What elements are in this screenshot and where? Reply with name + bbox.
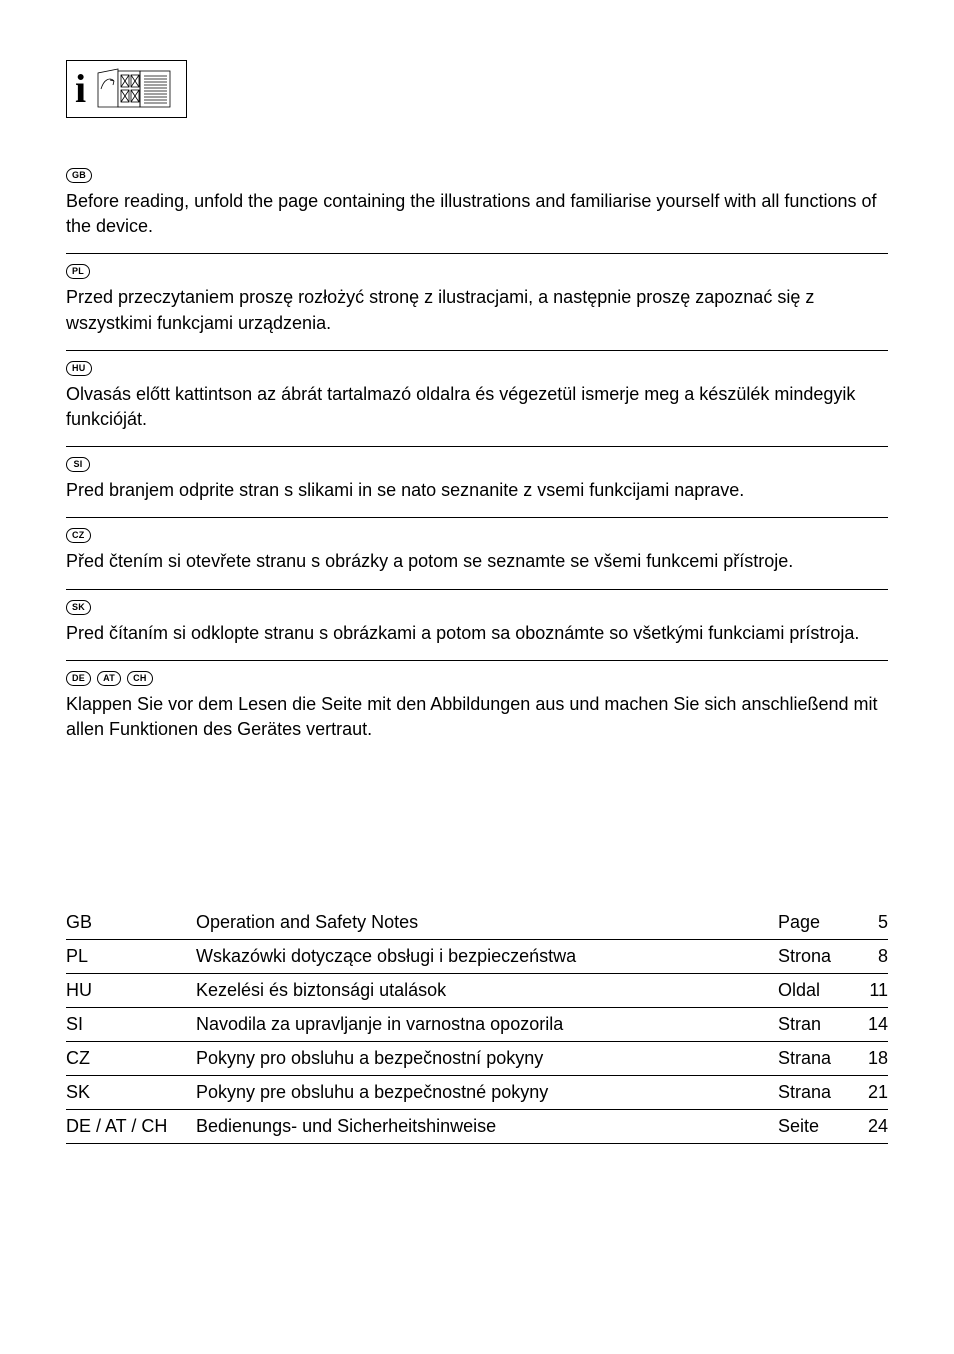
- lang-badges: HU: [66, 361, 888, 376]
- country-badge: PL: [66, 264, 90, 279]
- toc-lang-code: GB: [66, 912, 196, 933]
- lang-section-gb: GB Before reading, unfold the page conta…: [66, 156, 888, 253]
- lang-section-sk: SK Pred čítaním si odklopte stranu s obr…: [66, 589, 888, 660]
- toc-lang-code: CZ: [66, 1048, 196, 1069]
- lang-section-pl: PL Przed przeczytaniem proszę rozłożyć s…: [66, 253, 888, 349]
- info-foldout-icon: i: [66, 60, 187, 118]
- toc-row: PL Wskazówki dotyczące obsługi i bezpiec…: [66, 940, 888, 974]
- country-badge: CH: [127, 671, 153, 686]
- toc-title: Navodila za upravljanje in varnostna opo…: [196, 1014, 778, 1035]
- lang-section-cz: CZ Před čtením si otevřete stranu s obrá…: [66, 517, 888, 588]
- toc-page-number: 21: [848, 1082, 888, 1103]
- toc-lang-code: SI: [66, 1014, 196, 1035]
- toc-title: Kezelési és biztonsági utalások: [196, 980, 778, 1001]
- country-badge: DE: [66, 671, 91, 686]
- lang-badges: SK: [66, 600, 888, 615]
- foldout-booklet-icon: [96, 67, 176, 111]
- toc-page-number: 5: [848, 912, 888, 933]
- lang-badges: CZ: [66, 528, 888, 543]
- instruction-text: Przed przeczytaniem proszę rozłożyć stro…: [66, 285, 888, 335]
- table-of-contents: GB Operation and Safety Notes Page 5 PL …: [66, 906, 888, 1144]
- toc-page-number: 11: [848, 980, 888, 1001]
- toc-page-label: Oldal: [778, 980, 848, 1001]
- toc-page-label: Stran: [778, 1014, 848, 1035]
- toc-page-label: Strona: [778, 946, 848, 967]
- toc-row: SI Navodila za upravljanje in varnostna …: [66, 1008, 888, 1042]
- country-badge: HU: [66, 361, 92, 376]
- toc-lang-code: DE / AT / CH: [66, 1116, 196, 1137]
- toc-row: GB Operation and Safety Notes Page 5: [66, 906, 888, 940]
- toc-page-number: 18: [848, 1048, 888, 1069]
- country-badge: SK: [66, 600, 91, 615]
- toc-page-label: Page: [778, 912, 848, 933]
- country-badge: GB: [66, 168, 92, 183]
- instruction-text: Before reading, unfold the page containi…: [66, 189, 888, 239]
- language-instruction-list: GB Before reading, unfold the page conta…: [66, 156, 888, 756]
- toc-page-label: Strana: [778, 1082, 848, 1103]
- instruction-text: Klappen Sie vor dem Lesen die Seite mit …: [66, 692, 888, 742]
- toc-title: Operation and Safety Notes: [196, 912, 778, 933]
- toc-lang-code: PL: [66, 946, 196, 967]
- toc-page-label: Seite: [778, 1116, 848, 1137]
- lang-section-de-at-ch: DE AT CH Klappen Sie vor dem Lesen die S…: [66, 660, 888, 756]
- manual-page: i: [0, 0, 954, 1204]
- lang-badges: SI: [66, 457, 888, 472]
- toc-title: Bedienungs- und Sicherheitshinweise: [196, 1116, 778, 1137]
- toc-title: Wskazówki dotyczące obsługi i bezpieczeń…: [196, 946, 778, 967]
- country-badge: CZ: [66, 528, 91, 543]
- toc-page-number: 8: [848, 946, 888, 967]
- toc-title: Pokyny pro obsluhu a bezpečnostní pokyny: [196, 1048, 778, 1069]
- country-badge: SI: [66, 457, 90, 472]
- lang-badges: PL: [66, 264, 888, 279]
- toc-page-number: 14: [848, 1014, 888, 1035]
- toc-row: SK Pokyny pre obsluhu a bezpečnostné pok…: [66, 1076, 888, 1110]
- lang-section-hu: HU Olvasás előtt kattintson az ábrát tar…: [66, 350, 888, 446]
- toc-lang-code: SK: [66, 1082, 196, 1103]
- toc-lang-code: HU: [66, 980, 196, 1001]
- instruction-text: Pred čítaním si odklopte stranu s obrázk…: [66, 621, 888, 646]
- country-badge: AT: [97, 671, 121, 686]
- lang-badges: DE AT CH: [66, 671, 888, 686]
- instruction-text: Před čtením si otevřete stranu s obrázky…: [66, 549, 888, 574]
- toc-row: DE / AT / CH Bedienungs- und Sicherheits…: [66, 1110, 888, 1144]
- lang-badges: GB: [66, 168, 888, 183]
- toc-title: Pokyny pre obsluhu a bezpečnostné pokyny: [196, 1082, 778, 1103]
- toc-row: CZ Pokyny pro obsluhu a bezpečnostní pok…: [66, 1042, 888, 1076]
- info-i-glyph: i: [75, 69, 86, 109]
- lang-section-si: SI Pred branjem odprite stran s slikami …: [66, 446, 888, 517]
- instruction-text: Olvasás előtt kattintson az ábrát tartal…: [66, 382, 888, 432]
- instruction-text: Pred branjem odprite stran s slikami in …: [66, 478, 888, 503]
- toc-row: HU Kezelési és biztonsági utalások Oldal…: [66, 974, 888, 1008]
- toc-page-number: 24: [848, 1116, 888, 1137]
- toc-page-label: Strana: [778, 1048, 848, 1069]
